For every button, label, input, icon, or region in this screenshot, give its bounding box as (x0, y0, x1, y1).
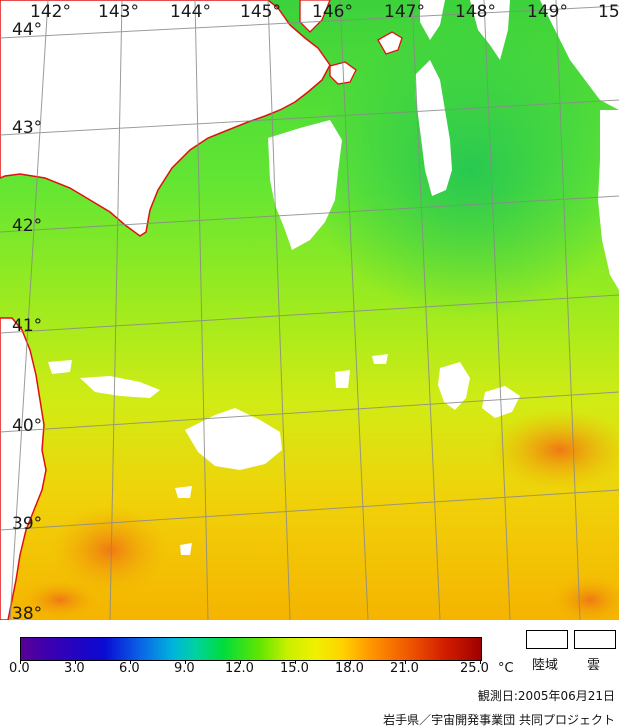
cloud-patch (540, 0, 619, 110)
colorbar-tick-label: 9.0 (174, 661, 195, 676)
colorbar-tick (405, 660, 406, 664)
latitude-label: 43° (12, 118, 43, 138)
cloud-patch (80, 376, 160, 398)
longitude-label: 148° (455, 2, 496, 22)
latitude-label: 44° (12, 20, 43, 40)
cloud-patch (470, 0, 510, 60)
longitude-label: 144° (170, 2, 211, 22)
longitude-label: 147° (384, 2, 425, 22)
cloud-patch (420, 0, 445, 40)
temperature-colorbar (20, 637, 482, 661)
observation-date: 観測日:2005年06月21日 (477, 689, 615, 703)
colorbar-tick (295, 660, 296, 664)
cloud-patch (48, 360, 72, 374)
colorbar-tick (185, 660, 186, 664)
latitude-label: 38° (12, 606, 43, 620)
kuril-island-land (377, 31, 403, 55)
colorbar-tick (20, 660, 21, 664)
colorbar-tick-label: 18.0 (335, 661, 364, 676)
cloud-patch (598, 110, 619, 290)
colorbar-tick (350, 660, 351, 664)
colorbar-tick-label: 15.0 (280, 661, 309, 676)
cloud-patch (185, 408, 282, 470)
land-label: 陸域 (532, 658, 559, 673)
cloud-swatch (574, 630, 616, 649)
warm-water-patch (50, 505, 170, 595)
latitude-label: 39° (12, 514, 43, 534)
graticule (0, 0, 619, 620)
colorbar-tick (75, 660, 76, 664)
warm-water-patch (490, 410, 619, 490)
latitude-label: 40° (12, 416, 43, 436)
hokkaido-land (0, 0, 331, 237)
colorbar-tick (240, 660, 241, 664)
cloud-patch (335, 370, 350, 388)
colorbar-tick-label: 12.0 (225, 661, 254, 676)
colorbar-tick (130, 660, 131, 664)
longitude-label: 143° (98, 2, 139, 22)
colorbar-tick (480, 660, 481, 664)
cloud-patch (268, 120, 342, 250)
cloud-patch (415, 60, 452, 196)
sea-surface-temperature-map (0, 0, 619, 620)
cloud-patch (438, 362, 470, 410)
latitude-label: 42° (12, 216, 43, 236)
cloud-patch (372, 354, 388, 364)
warm-water-patch (20, 580, 100, 620)
cloud-patch (175, 486, 192, 498)
colorbar-tick-label: 0.0 (9, 661, 30, 676)
cool-water-patch (310, 20, 619, 320)
latitude-label: 41° (12, 316, 43, 336)
colorbar-tick-label: 6.0 (119, 661, 140, 676)
warm-water-patch (550, 575, 619, 620)
cloud-patch (180, 543, 192, 555)
colorbar-tick-label: 25.0 (460, 661, 489, 676)
colorbar-tick-label: 21.0 (390, 661, 419, 676)
land-swatch (526, 630, 568, 649)
cloud-label: 雲 (587, 658, 601, 673)
longitude-label: 15 (598, 2, 619, 22)
longitude-label: 142° (30, 2, 71, 22)
longitude-label: 149° (527, 2, 568, 22)
credit-text: 岩手県／宇宙開発事業団 共同プロジェクト (383, 713, 615, 727)
kuril-island-land (299, 0, 331, 33)
longitude-label: 146° (312, 2, 353, 22)
longitude-label: 145° (240, 2, 281, 22)
temperature-unit: °C (498, 661, 514, 676)
colorbar-tick-label: 3.0 (64, 661, 85, 676)
